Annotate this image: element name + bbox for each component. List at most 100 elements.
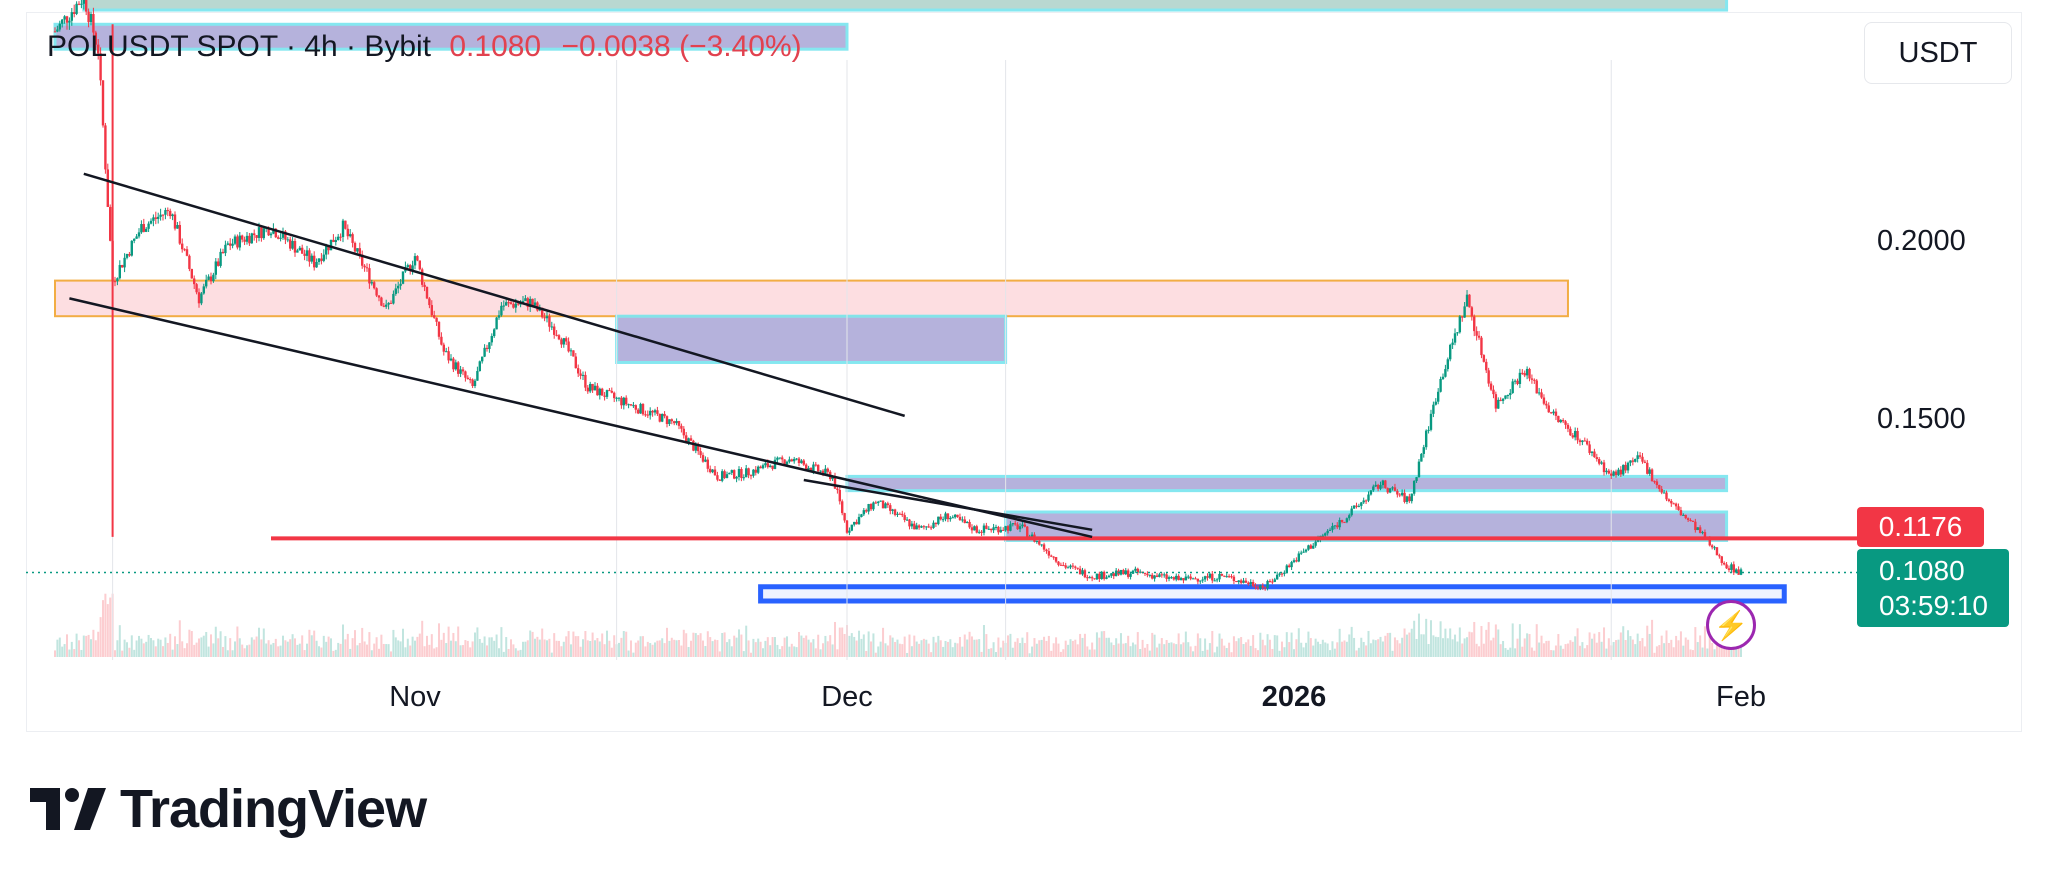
volume-bar bbox=[402, 628, 404, 657]
candle-down bbox=[65, 16, 69, 23]
volume-bar bbox=[1083, 633, 1086, 657]
volume-bar bbox=[1288, 642, 1291, 657]
resistance-zone bbox=[54, 279, 1569, 318]
volume-bar bbox=[793, 646, 796, 657]
candle-up bbox=[315, 261, 318, 268]
candle-down bbox=[1549, 412, 1553, 414]
volume-bar bbox=[958, 636, 961, 657]
candle-down bbox=[1052, 556, 1055, 558]
candle-down bbox=[1256, 587, 1260, 589]
volume-bar bbox=[1451, 639, 1454, 657]
price-chart[interactable] bbox=[0, 0, 2048, 740]
volume-bar bbox=[728, 639, 731, 657]
candle-up bbox=[212, 274, 215, 282]
volume-bar bbox=[294, 638, 296, 657]
volume-bar bbox=[303, 650, 306, 657]
volume-bar bbox=[1372, 639, 1375, 657]
candle-up bbox=[1446, 359, 1450, 370]
candle-down bbox=[1470, 307, 1474, 317]
volume-bar bbox=[267, 640, 270, 657]
volume-bar bbox=[1708, 631, 1711, 657]
candle-down bbox=[565, 338, 568, 342]
volume-bar bbox=[500, 627, 503, 657]
candle-up bbox=[56, 29, 59, 32]
candle-down bbox=[1393, 487, 1397, 491]
tradingview-logo[interactable]: TradingView bbox=[30, 778, 427, 840]
volume-bar bbox=[1586, 645, 1589, 657]
candle-up bbox=[1213, 580, 1216, 582]
candle-down bbox=[97, 44, 100, 54]
candle-up bbox=[171, 214, 174, 217]
candle-down bbox=[517, 303, 520, 305]
candle-down bbox=[574, 356, 577, 369]
candle-up bbox=[704, 459, 707, 462]
volume-bar bbox=[1562, 648, 1565, 657]
candle-up bbox=[1360, 502, 1363, 506]
volume-bar bbox=[133, 649, 136, 657]
volume-bar bbox=[73, 649, 76, 657]
candle-up bbox=[1326, 530, 1329, 534]
volume-bar bbox=[92, 629, 95, 657]
candle-down bbox=[1189, 576, 1192, 579]
volume-bar bbox=[253, 639, 256, 657]
volume-bar bbox=[1324, 642, 1327, 657]
symbol-legend[interactable]: POLUSDT SPOT · 4h · Bybit 0.1080 −0.0038… bbox=[47, 30, 802, 64]
volume-bar bbox=[762, 648, 764, 657]
candle-down bbox=[939, 516, 942, 520]
volume-bar bbox=[370, 650, 373, 657]
volume-bar bbox=[541, 628, 544, 657]
volume-bar bbox=[106, 604, 109, 657]
volume-bar bbox=[1588, 632, 1591, 657]
candle-up bbox=[497, 315, 501, 318]
candle-down bbox=[1566, 424, 1570, 429]
candle-down bbox=[749, 475, 753, 477]
volume-bar bbox=[1461, 643, 1464, 657]
volume-bar bbox=[1499, 644, 1502, 657]
volume-bar bbox=[222, 646, 224, 657]
volume-bar bbox=[1398, 643, 1401, 657]
candle-down bbox=[1571, 435, 1574, 438]
volume-bar bbox=[1689, 649, 1692, 657]
candle-up bbox=[401, 271, 405, 284]
candle-up bbox=[632, 405, 635, 407]
candle-up bbox=[70, 12, 73, 21]
candle-down bbox=[656, 410, 659, 414]
volume-bar bbox=[1427, 644, 1430, 657]
volume-bar bbox=[1694, 627, 1697, 657]
candle-down bbox=[1235, 581, 1238, 583]
candle-up bbox=[965, 521, 969, 524]
candle-up bbox=[1417, 461, 1421, 478]
currency-button[interactable]: USDT bbox=[1864, 22, 2012, 84]
volume-bar bbox=[1045, 640, 1048, 657]
volume-bar bbox=[1266, 634, 1269, 657]
volume-bar bbox=[997, 637, 1000, 657]
volume-bar bbox=[1401, 637, 1404, 657]
candle-down bbox=[1227, 576, 1231, 578]
volume-bar bbox=[387, 644, 390, 657]
candle-down bbox=[377, 295, 381, 298]
volume-bar bbox=[1420, 634, 1423, 657]
candle-down bbox=[1083, 570, 1087, 578]
candle-down bbox=[1211, 573, 1214, 581]
candle-up bbox=[1463, 306, 1466, 318]
volume-bar bbox=[1725, 644, 1728, 657]
candle-up bbox=[1215, 579, 1219, 581]
volume-bar bbox=[265, 643, 268, 657]
volume-bar bbox=[330, 638, 332, 657]
volume-bar bbox=[1297, 628, 1300, 657]
candle-down bbox=[591, 383, 594, 391]
volume-bar bbox=[824, 635, 827, 657]
candle-up bbox=[1573, 430, 1577, 438]
volume-bar bbox=[306, 643, 308, 657]
candle-down bbox=[1057, 561, 1060, 565]
volume-bar bbox=[586, 640, 589, 657]
candle-down bbox=[1689, 520, 1692, 522]
volume-bar bbox=[351, 638, 354, 657]
candle-down bbox=[958, 516, 962, 520]
candle-up bbox=[1201, 579, 1204, 581]
volume-bar bbox=[1079, 633, 1082, 657]
volume-bar bbox=[1182, 642, 1185, 657]
candle-up bbox=[445, 351, 448, 353]
volume-bar bbox=[1665, 630, 1668, 657]
flash-icon[interactable]: ⚡ bbox=[1706, 600, 1756, 650]
